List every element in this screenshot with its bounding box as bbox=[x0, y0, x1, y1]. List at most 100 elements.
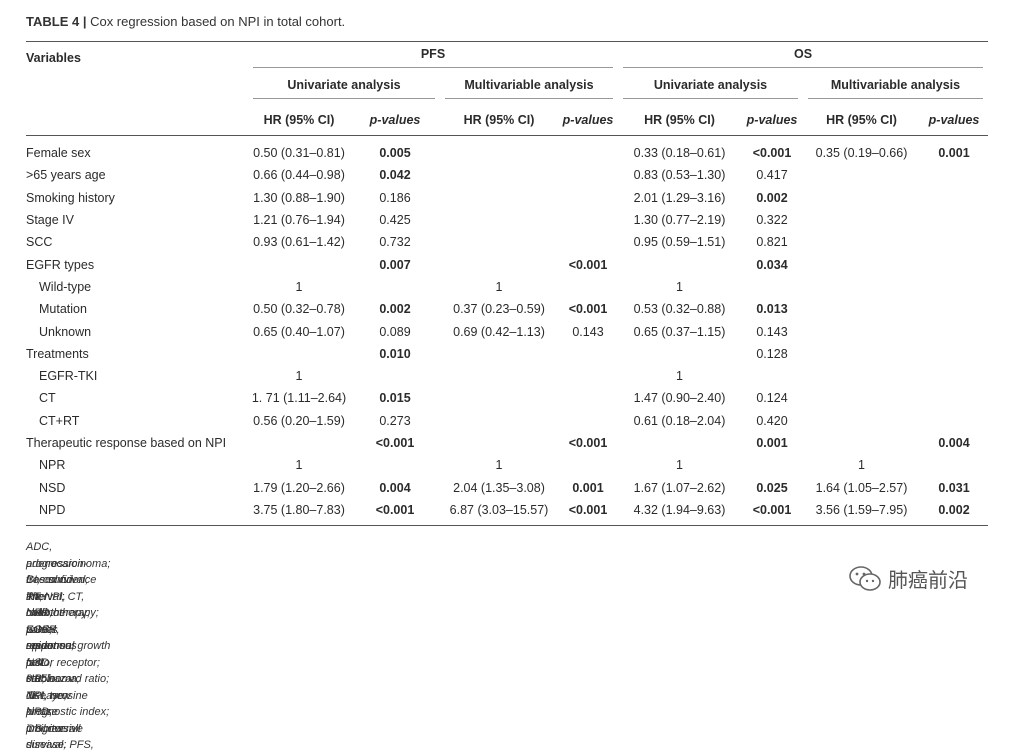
table-row: CT+RT 0.56 (0.20–1.59) 0.273 0.61 (0.18–2.0… bbox=[26, 410, 988, 432]
table-row: Mutation 0.50 (0.32–0.78) 0.002 0.37 (0.23–… bbox=[26, 298, 988, 320]
pvalue-cell bbox=[920, 209, 988, 231]
pvalue-cell bbox=[920, 231, 988, 253]
table-row: Wild-type 1 1 1 bbox=[26, 276, 988, 298]
pvalue-cell bbox=[920, 387, 988, 409]
hr-cell bbox=[248, 343, 350, 365]
hr-cell: 0.50 (0.32–0.78) bbox=[253, 302, 345, 317]
hr-cell: 0.69 (0.42–1.13) bbox=[453, 324, 545, 339]
pvalue-cell bbox=[558, 343, 618, 365]
row-variable: NSD bbox=[39, 480, 66, 495]
table-row: Female sex 0.50 (0.31–0.81) 0.005 0.33 (0.1… bbox=[26, 136, 988, 165]
pvalue-cell bbox=[558, 410, 618, 432]
header-os: OS bbox=[618, 41, 988, 73]
header-variables: Variables bbox=[26, 41, 248, 73]
row-variable: CT bbox=[39, 391, 56, 406]
hr-cell bbox=[440, 164, 558, 186]
hr-cell bbox=[803, 164, 920, 186]
pvalue-cell: 0.002 bbox=[756, 190, 788, 205]
hr-cell bbox=[803, 410, 920, 432]
row-variable: CT+RT bbox=[39, 413, 80, 428]
hr-cell: 0.50 (0.31–0.81) bbox=[253, 146, 345, 161]
row-variable: EGFR-TKI bbox=[39, 369, 98, 384]
header-hr: HR (95% CI) bbox=[248, 104, 350, 136]
pvalue-cell bbox=[350, 365, 440, 387]
hr-cell: 0.53 (0.32–0.88) bbox=[633, 302, 726, 317]
pvalue-cell bbox=[741, 454, 803, 476]
pvalue-cell: 0.821 bbox=[756, 235, 788, 250]
header-hr: HR (95% CI) bbox=[803, 104, 920, 136]
hr-cell: 2.01 (1.29–3.16) bbox=[633, 190, 726, 205]
pvalue-cell: 0.005 bbox=[379, 146, 411, 161]
hr-cell bbox=[803, 343, 920, 365]
hr-cell bbox=[248, 432, 350, 454]
cox-regression-table: Variables PFS OS Univariate analysis Mul… bbox=[26, 41, 988, 527]
pvalue-cell bbox=[920, 164, 988, 186]
table-row: Stage IV 1.21 (0.76–1.94) 0.425 1.30 (0.77–… bbox=[26, 209, 988, 231]
hr-cell: 0.66 (0.44–0.98) bbox=[253, 168, 345, 183]
table-row: EGFR-TKI 1 1 bbox=[26, 365, 988, 387]
pvalue-cell: 0.124 bbox=[756, 391, 788, 406]
pvalue-cell: 0.034 bbox=[756, 257, 788, 272]
pvalue-cell bbox=[350, 454, 440, 476]
pvalue-cell: 0.007 bbox=[379, 257, 411, 272]
hr-cell bbox=[440, 410, 558, 432]
header-os-univariate: Univariate analysis bbox=[618, 73, 803, 104]
hr-cell bbox=[440, 253, 558, 275]
hr-cell bbox=[803, 365, 920, 387]
hr-cell: 1 bbox=[495, 458, 503, 473]
row-variable: >65 years age bbox=[26, 168, 106, 183]
hr-cell: 0.83 (0.53–1.30) bbox=[633, 168, 726, 183]
table-row: >65 years age 0.66 (0.44–0.98) 0.042 0.83 (… bbox=[26, 164, 988, 186]
header-hr: HR (95% CI) bbox=[440, 104, 558, 136]
pvalue-cell: <0.001 bbox=[752, 146, 792, 161]
table-row: Treatments 0.010 0.128 bbox=[26, 343, 988, 365]
row-variable: Treatments bbox=[26, 346, 89, 361]
pvalue-cell: 0.002 bbox=[379, 302, 411, 317]
hr-cell bbox=[803, 209, 920, 231]
row-variable: Wild-type bbox=[39, 279, 92, 294]
hr-cell: 0.56 (0.20–1.59) bbox=[253, 413, 345, 428]
table-row: Therapeutic response based on NPI <0.001 <… bbox=[26, 432, 988, 454]
hr-cell bbox=[618, 343, 741, 365]
pvalue-cell: <0.001 bbox=[741, 498, 803, 527]
table-body: Female sex 0.50 (0.31–0.81) 0.005 0.33 (0.1… bbox=[26, 136, 988, 527]
pvalue-cell bbox=[558, 454, 618, 476]
pvalue-cell bbox=[920, 320, 988, 342]
pvalue-cell: 0.273 bbox=[379, 413, 411, 428]
hr-cell: 1 bbox=[295, 458, 303, 473]
pvalue-cell: 0.186 bbox=[379, 190, 411, 205]
pvalue-cell: <0.001 bbox=[568, 436, 608, 450]
pvalue-cell bbox=[920, 454, 988, 476]
hr-cell bbox=[803, 432, 920, 454]
pvalue-cell bbox=[558, 136, 618, 165]
hr-cell bbox=[440, 387, 558, 409]
hr-cell: 1.30 (0.77–2.19) bbox=[633, 213, 726, 228]
header-hr: HR (95% CI) bbox=[618, 104, 741, 136]
row-variable: EGFR types bbox=[26, 257, 95, 272]
hr-cell: 4.32 (1.94–9.63) bbox=[618, 498, 741, 527]
hr-cell bbox=[248, 253, 350, 275]
hr-cell bbox=[803, 187, 920, 209]
hr-cell bbox=[803, 276, 920, 298]
table-row: Unknown 0.65 (0.40–1.07) 0.089 0.69 (0.42–1… bbox=[26, 320, 988, 342]
watermark: 肺癌前沿 bbox=[848, 564, 968, 593]
header-pvalues: p-values bbox=[920, 104, 988, 136]
pvalue-cell bbox=[558, 209, 618, 231]
hr-cell bbox=[618, 253, 741, 275]
hr-cell: 2.04 (1.35–3.08) bbox=[453, 480, 545, 495]
table-row: NSD 1.79 (1.20–2.66) 0.004 2.04 (1.35–3.08)… bbox=[26, 476, 988, 498]
hr-cell bbox=[803, 298, 920, 320]
pvalue-cell bbox=[558, 164, 618, 186]
hr-cell: 0.37 (0.23–0.59) bbox=[453, 302, 545, 317]
row-variable: Mutation bbox=[39, 302, 87, 317]
hr-cell: 3.75 (1.80–7.83) bbox=[248, 498, 350, 527]
hr-cell: 0.35 (0.19–0.66) bbox=[815, 146, 908, 161]
pvalue-cell: 0.001 bbox=[756, 436, 788, 450]
pvalue-cell: 0.128 bbox=[756, 346, 788, 361]
pvalue-cell: <0.001 bbox=[375, 436, 415, 450]
hr-cell: 1. 71 (1.11–2.64) bbox=[251, 391, 347, 406]
hr-cell bbox=[440, 343, 558, 365]
hr-cell: 1 bbox=[295, 369, 303, 384]
pvalue-cell bbox=[920, 365, 988, 387]
header-pvalues: p-values bbox=[558, 104, 618, 136]
